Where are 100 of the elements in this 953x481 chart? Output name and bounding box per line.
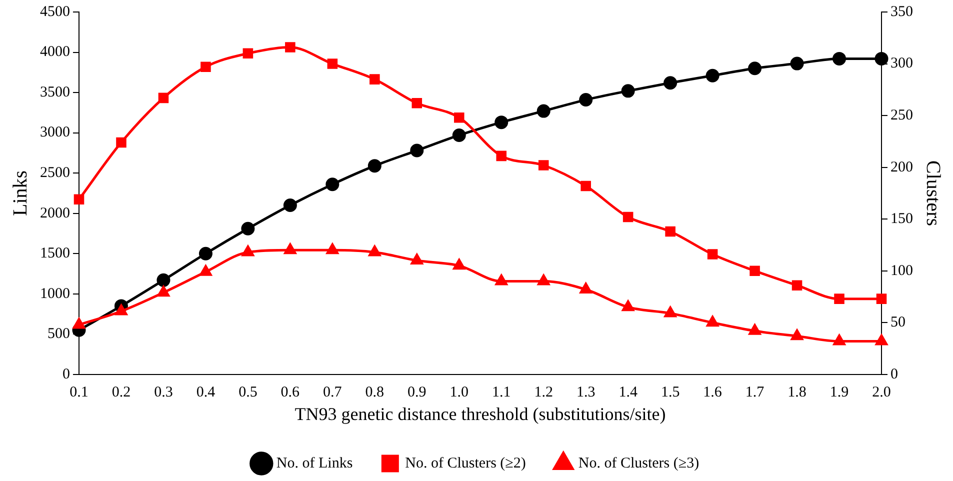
- point: [876, 294, 887, 304]
- point: [580, 282, 592, 294]
- point: [198, 246, 212, 260]
- point: [156, 273, 170, 287]
- point: [242, 245, 254, 256]
- y2-axis-title: Clusters: [922, 160, 944, 226]
- point: [791, 329, 804, 340]
- x-tick-label: 1.5: [660, 384, 680, 400]
- y2-tick-label: 300: [890, 56, 913, 72]
- point: [496, 150, 507, 162]
- y-tick-label: 2500: [40, 165, 70, 182]
- y-tick-label: 500: [48, 326, 70, 342]
- point: [283, 198, 297, 212]
- point: [665, 226, 676, 237]
- point: [792, 280, 802, 290]
- point: [495, 274, 508, 286]
- point: [748, 324, 761, 335]
- y-tick-label: 1000: [40, 286, 70, 302]
- point: [748, 62, 762, 76]
- point: [454, 112, 464, 123]
- point: [72, 318, 86, 329]
- x-tick-label: 0.9: [408, 384, 426, 400]
- x-tick-label: 0.5: [238, 384, 258, 400]
- y2-tick-label: 350: [890, 4, 913, 20]
- point: [536, 104, 550, 118]
- point: [453, 258, 466, 270]
- point: [580, 180, 591, 192]
- point: [832, 52, 846, 66]
- y2-tick-label: 0: [890, 366, 898, 382]
- x-tick-label: 1.4: [618, 384, 638, 400]
- y-axis-title: Links: [9, 170, 32, 216]
- legend-label: No. of Clusters (≥3): [578, 455, 700, 472]
- point: [284, 243, 296, 254]
- point: [707, 249, 718, 260]
- point: [74, 194, 84, 205]
- point: [116, 137, 126, 148]
- point: [115, 304, 128, 316]
- point: [833, 334, 846, 346]
- point: [664, 76, 678, 90]
- point: [790, 56, 804, 70]
- point: [750, 266, 760, 276]
- x-tick-label: 0.2: [112, 384, 131, 400]
- point: [538, 160, 549, 170]
- y2-tick-label: 250: [890, 107, 913, 124]
- point: [579, 93, 593, 107]
- point: [242, 48, 254, 59]
- x-tick-label: 1.0: [450, 384, 469, 400]
- point: [412, 98, 422, 108]
- y2-tick-label: 100: [890, 262, 913, 279]
- x-tick-label: 1.3: [576, 384, 596, 400]
- y-tick-label: 3500: [40, 84, 70, 100]
- point: [241, 222, 255, 236]
- point: [538, 274, 550, 286]
- point: [200, 265, 212, 276]
- x-axis-title: TN93 genetic distance threshold (substitutions/site): [294, 404, 666, 424]
- point: [664, 306, 676, 318]
- x-tick-label: 2.0: [872, 384, 891, 400]
- point: [410, 254, 423, 265]
- x-tick-label: 0.7: [323, 384, 342, 400]
- x-tick-label: 1.8: [788, 384, 806, 400]
- point: [706, 68, 720, 82]
- y-tick-label: 4500: [40, 4, 70, 20]
- x-tick-label: 1.6: [703, 384, 722, 400]
- x-tick-label: 1.2: [534, 384, 553, 400]
- legend-label: No. of Clusters (≥2): [405, 455, 526, 472]
- point: [368, 159, 382, 173]
- point: [622, 300, 634, 312]
- y-tick-label: 4000: [40, 44, 70, 60]
- point: [494, 116, 508, 130]
- x-tick-label: 0.8: [365, 384, 384, 400]
- legend-label: No. of Links: [276, 455, 353, 472]
- point: [834, 294, 844, 304]
- point: [622, 212, 634, 222]
- point: [327, 58, 338, 69]
- y2-tick-label: 200: [890, 159, 913, 176]
- x-tick-label: 0.3: [154, 384, 173, 400]
- y-tick-label: 1500: [40, 246, 70, 262]
- y2-tick-label: 50: [890, 314, 906, 331]
- point: [621, 84, 635, 98]
- point: [410, 144, 424, 158]
- point: [157, 286, 170, 297]
- point: [158, 92, 169, 104]
- point: [285, 42, 296, 52]
- x-tick-label: 0.4: [196, 384, 216, 400]
- point: [875, 334, 888, 346]
- x-tick-label: 1.1: [492, 384, 511, 400]
- y2-tick-label: 150: [890, 211, 913, 228]
- point: [874, 52, 888, 66]
- point: [200, 62, 211, 72]
- x-tick-label: 0.1: [70, 384, 88, 400]
- x-tick-label: 1.7: [745, 384, 765, 400]
- x-tick-label: 1.9: [830, 384, 849, 400]
- y-tick-label: 2000: [40, 205, 70, 222]
- point: [370, 74, 380, 84]
- y-tick-label: 0: [62, 366, 70, 382]
- y-tick-label: 3000: [40, 124, 70, 141]
- point: [368, 245, 381, 256]
- point: [326, 243, 338, 254]
- x-tick-label: 0.6: [280, 384, 300, 400]
- point: [452, 128, 466, 142]
